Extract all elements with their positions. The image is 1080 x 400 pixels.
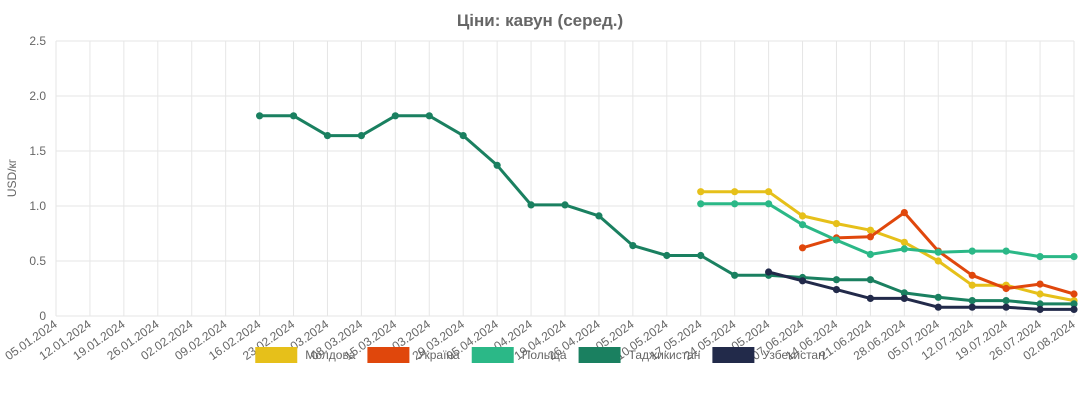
y-axis-label: USD/кг [5,158,19,197]
series-0 [697,188,1078,305]
series-line [768,270,1074,311]
series-4 [765,268,1078,313]
data-point[interactable] [934,248,942,256]
data-point[interactable] [1002,297,1010,305]
data-point[interactable] [1070,300,1078,308]
legend-label: Молдова [305,348,355,362]
series-line [700,190,1075,303]
data-point[interactable] [493,161,501,169]
data-point[interactable] [391,112,399,120]
data-point[interactable] [1070,290,1078,298]
grid [55,40,1075,317]
data-point[interactable] [900,245,908,253]
data-point[interactable] [934,303,942,311]
chart-title: Ціни: кавун (серед.) [457,11,623,30]
data-point[interactable] [866,233,875,241]
legend-swatch [367,347,410,363]
y-tick-label: 2.5 [29,34,46,48]
data-point[interactable] [968,247,976,255]
data-point[interactable] [663,251,671,260]
data-point[interactable] [1036,280,1044,288]
data-point[interactable] [1036,300,1044,308]
legend-swatch [255,347,298,363]
legend: Молдова Україна Польща Таджикистан Узбекиста… [255,347,825,363]
y-tick-label: 2.0 [29,89,46,103]
data-point[interactable] [798,212,807,220]
data-point[interactable] [425,112,433,120]
data-point[interactable] [323,132,332,140]
legend-item[interactable]: Узбекистан [712,347,825,363]
data-point[interactable] [900,209,908,217]
data-point[interactable] [595,212,603,220]
legend-item[interactable]: Молдова [255,347,356,363]
series-2 [697,200,1078,261]
data-point[interactable] [968,297,976,305]
data-point[interactable] [1002,303,1010,311]
data-point[interactable] [798,244,807,252]
data-point[interactable] [561,201,569,209]
data-point[interactable] [765,268,773,276]
data-point[interactable] [866,276,875,284]
data-point[interactable] [731,200,739,208]
data-point[interactable] [968,271,976,279]
y-tick-label: 1.0 [29,199,46,213]
legend-item[interactable]: Польща [471,347,567,363]
legend-swatch [578,347,621,363]
data-point[interactable] [832,276,841,284]
y-tick-label: 0.5 [29,254,46,268]
data-point[interactable] [697,200,705,208]
data-point[interactable] [357,132,365,140]
data-point[interactable] [459,132,467,140]
data-point[interactable] [832,286,841,294]
data-point[interactable] [731,271,739,279]
data-point[interactable] [629,242,637,250]
legend-label: Польща [522,348,567,362]
data-point[interactable] [866,226,875,234]
data-point[interactable] [765,200,773,208]
series-line [700,202,1074,259]
y-tick-label: 0 [39,309,46,323]
legend-label: Україна [417,348,460,362]
data-point[interactable] [1070,253,1078,261]
data-point[interactable] [697,188,705,196]
data-point[interactable] [697,251,705,260]
data-point[interactable] [1036,290,1044,298]
data-point[interactable] [934,293,942,301]
data-point[interactable] [256,112,264,120]
series-layer [256,112,1078,313]
data-point[interactable] [1036,305,1044,313]
y-tick-label: 1.5 [29,144,46,158]
data-point[interactable] [798,221,807,229]
data-point[interactable] [1002,247,1010,255]
legend-item[interactable]: Україна [367,347,460,363]
data-point[interactable] [832,220,841,228]
data-point[interactable] [765,188,773,196]
data-point[interactable] [900,289,908,297]
data-point[interactable] [527,201,535,209]
data-point[interactable] [1036,253,1044,261]
data-point[interactable] [1070,305,1078,313]
legend-label: Узбекистан [762,348,824,362]
data-point[interactable] [900,294,908,302]
data-point[interactable] [832,236,841,244]
data-point[interactable] [968,303,976,311]
data-point[interactable] [798,277,807,285]
y-ticks: 0 0.5 1.0 1.5 2.0 2.5 [29,34,46,323]
legend-swatch [471,347,514,363]
data-point[interactable] [968,281,976,289]
data-point[interactable] [1002,284,1010,293]
data-point[interactable] [731,188,739,196]
data-point[interactable] [900,238,908,246]
data-point[interactable] [866,294,875,302]
data-point[interactable] [289,112,298,120]
data-point[interactable] [934,257,942,265]
data-point[interactable] [866,250,875,258]
legend-swatch [712,347,755,363]
legend-label: Таджикистан [629,348,701,362]
legend-item[interactable]: Таджикистан [578,347,701,363]
